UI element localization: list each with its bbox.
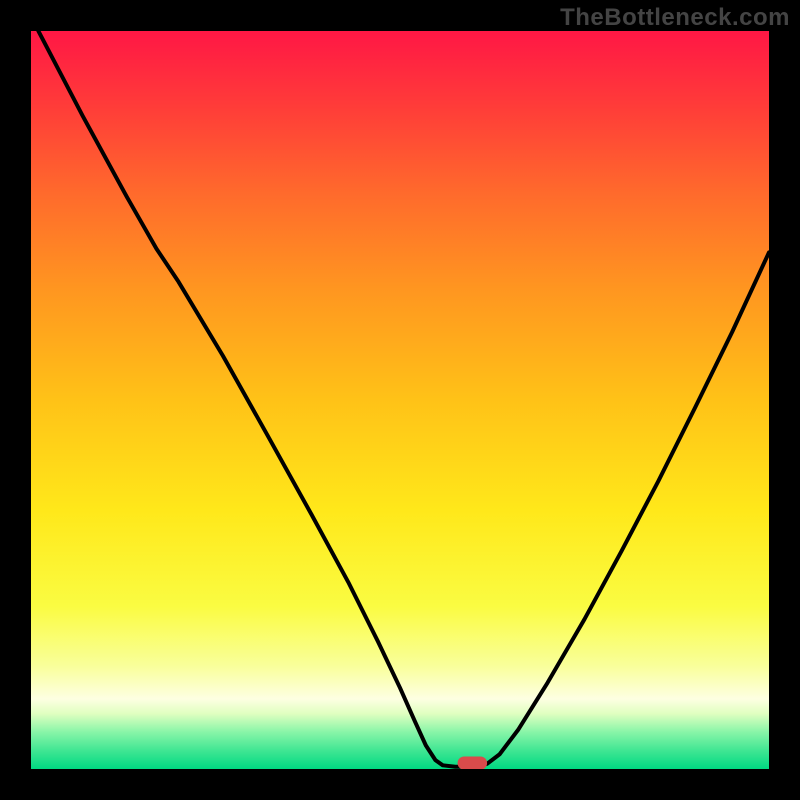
bottleneck-chart [0, 0, 800, 800]
optimum-marker [458, 756, 488, 769]
watermark-text: TheBottleneck.com [560, 4, 790, 32]
chart-background [31, 31, 769, 769]
